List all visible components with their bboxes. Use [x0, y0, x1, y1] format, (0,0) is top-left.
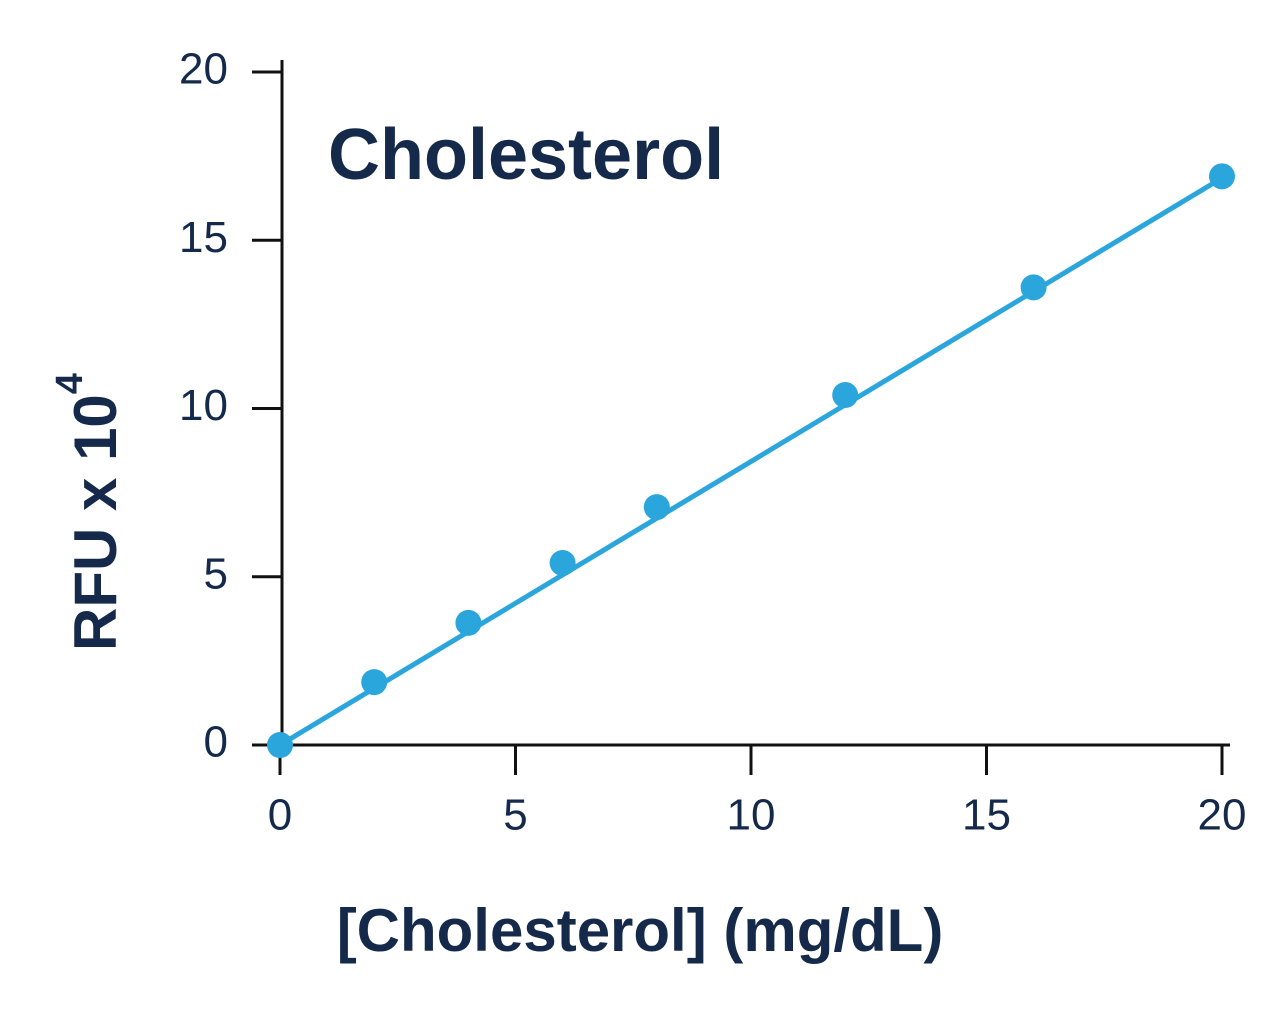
- y-tick-label: 15: [179, 213, 228, 262]
- y-axis-label: RFU x 104: [49, 373, 129, 651]
- x-tick-label: 20: [1198, 791, 1247, 840]
- data-point: [549, 549, 576, 576]
- x-axis-label: [Cholesterol] (mg/dL): [337, 897, 944, 964]
- y-label-exponent: 4: [49, 373, 91, 394]
- data-point: [1020, 274, 1047, 301]
- data-point: [832, 382, 859, 409]
- y-tick-label: 0: [204, 718, 228, 767]
- fit-line: [278, 175, 1224, 748]
- y-tick-label: 10: [179, 381, 228, 430]
- y-tick-label: 5: [204, 549, 228, 598]
- y-tick-label: 20: [179, 45, 228, 94]
- chart-title: Cholesterol: [328, 115, 724, 195]
- data-point: [1209, 163, 1235, 190]
- data-point: [361, 669, 388, 696]
- y-label-text: RFU x 10: [62, 394, 129, 651]
- data-point: [643, 494, 670, 521]
- x-tick-label: 10: [727, 791, 776, 840]
- x-tick-label: 15: [962, 791, 1011, 840]
- x-tick-label: 0: [268, 791, 292, 840]
- data-point: [455, 609, 482, 636]
- x-tick-label: 5: [503, 791, 527, 840]
- data-point: [267, 732, 293, 758]
